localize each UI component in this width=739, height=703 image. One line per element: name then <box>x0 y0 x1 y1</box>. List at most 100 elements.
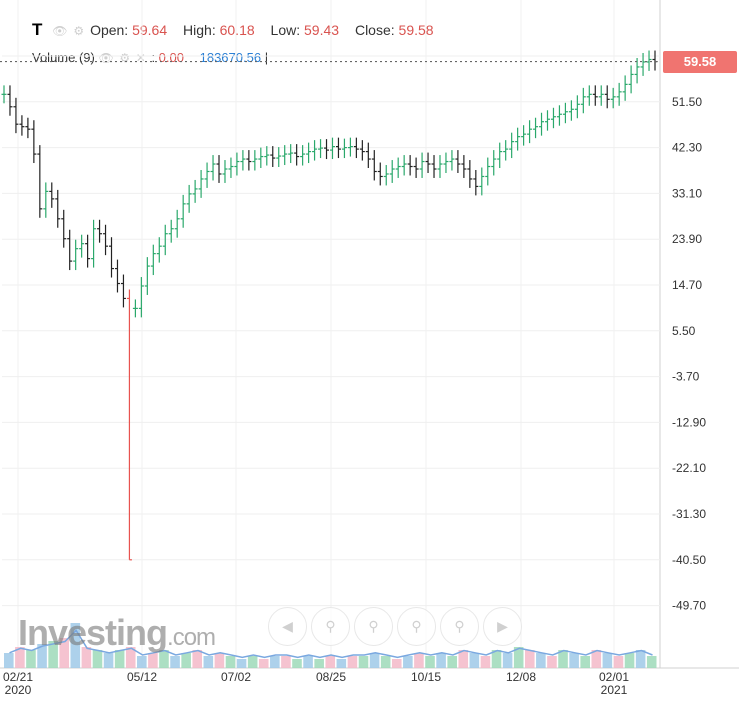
y-tick-label: -49.70 <box>672 599 706 613</box>
volume-bar <box>159 650 169 668</box>
volume-bar <box>436 653 446 668</box>
volume-bar <box>536 653 546 668</box>
close-label: Close: <box>354 22 395 38</box>
volume-bar <box>469 653 480 668</box>
y-tick-label: -31.30 <box>672 507 706 521</box>
volume-bar <box>347 656 358 668</box>
chart-legend: T 👁 ⚙ Open: 59.64 High: 60.18 Low: 59.43… <box>0 0 660 70</box>
x-tick-label: 2021 <box>601 683 628 697</box>
high-value: 60.18 <box>219 22 255 38</box>
scroll-left-button[interactable]: ◀ <box>268 607 307 646</box>
volume-bar <box>646 656 657 668</box>
volume-bar <box>103 653 114 668</box>
x-tick-label: 02/01 <box>599 670 629 684</box>
x-tick-label: 10/15 <box>411 670 441 684</box>
y-tick-label: 42.30 <box>672 141 702 155</box>
volume-bar <box>580 656 590 668</box>
volume-bar <box>292 659 302 668</box>
y-tick-label: 23.90 <box>672 232 702 246</box>
volume-bar <box>59 638 70 668</box>
x-tick-label: 05/12 <box>127 670 157 684</box>
volume-bar <box>314 659 324 668</box>
zoom-reset-button[interactable]: ⚲ <box>311 607 350 646</box>
volume-bar <box>447 656 457 668</box>
volume-label: Volume (9) <box>32 50 95 65</box>
brand-suffix: .com <box>167 624 216 651</box>
volume-bar <box>247 656 258 668</box>
volume-bar <box>258 659 269 668</box>
y-tick-label: -12.90 <box>672 415 706 429</box>
investing-logo: Investing.com <box>18 612 216 654</box>
chart-navigation: ◀ ⚲ ⚲ ⚲ ⚲ ▶ <box>268 607 522 646</box>
y-tick-label: 51.50 <box>672 95 702 109</box>
volume-bar <box>148 653 158 668</box>
volume-bar <box>281 656 291 668</box>
x-tick-label: 07/02 <box>221 670 251 684</box>
volume-bar <box>558 650 568 668</box>
volume-bar <box>414 653 424 668</box>
y-tick-label: 14.70 <box>672 278 702 292</box>
volume-bar <box>303 656 313 668</box>
low-label: Low: <box>270 22 301 38</box>
y-tick-label: 5.50 <box>672 324 696 338</box>
volume-bar <box>369 653 380 668</box>
brand-name: Investing <box>18 612 168 653</box>
volume-bar <box>15 647 25 668</box>
y-tick-label: -3.70 <box>672 370 700 384</box>
volume-bar <box>114 650 125 668</box>
volume-bar <box>458 650 469 668</box>
volume-bar <box>214 653 225 668</box>
volume-bar <box>491 650 502 668</box>
volume-bar <box>137 656 147 668</box>
gear-icon[interactable]: ⚙ <box>119 51 131 65</box>
zoom-in-button[interactable]: ⚲ <box>354 607 393 646</box>
volume-bar <box>203 656 214 668</box>
volume-bar <box>403 656 413 668</box>
x-tick-label: 08/25 <box>316 670 346 684</box>
eye-icon[interactable]: 👁 <box>52 24 68 38</box>
x-tick-label: 02/21 <box>3 670 33 684</box>
zoom-in-alt-button[interactable]: ⚲ <box>440 607 479 646</box>
volume-bar <box>480 656 491 668</box>
gear-icon[interactable]: ⚙ <box>73 24 85 38</box>
volume-bar <box>270 656 280 668</box>
ohlc-legend: T 👁 ⚙ Open: 59.64 High: 60.18 Low: 59.43… <box>32 20 446 40</box>
volume-bar <box>26 650 36 668</box>
y-tick-label: -40.50 <box>672 553 706 567</box>
x-tick-label: 2020 <box>5 683 32 697</box>
volume-bar <box>4 653 14 668</box>
close-value: 59.58 <box>398 22 434 38</box>
volume-bar <box>325 656 336 668</box>
volume-bar <box>425 656 435 668</box>
close-icon[interactable]: ✕ <box>135 51 146 65</box>
volume-bar <box>547 656 557 668</box>
scroll-right-button[interactable]: ▶ <box>483 607 522 646</box>
volume-bar <box>380 656 391 668</box>
volume-bar <box>524 650 535 668</box>
volume-bar <box>81 647 92 668</box>
eye-icon[interactable]: 👁 <box>98 51 114 65</box>
volume-bar <box>602 653 613 668</box>
volume-bar <box>391 659 402 668</box>
low-value: 59.43 <box>304 22 340 38</box>
volume-bar <box>513 647 524 668</box>
y-tick-label: 33.10 <box>672 186 702 200</box>
x-tick-label: 12/08 <box>506 670 536 684</box>
open-value: 59.64 <box>132 22 168 38</box>
volume-bar <box>236 659 247 668</box>
last-price-tag: 59.58 <box>663 50 737 73</box>
y-tick-label: -22.10 <box>672 461 706 475</box>
volume-bar <box>569 653 579 668</box>
volume-bar <box>125 647 136 668</box>
volume-bar <box>181 653 191 668</box>
zoom-out-button[interactable]: ⚲ <box>397 607 436 646</box>
volume-bar <box>37 644 47 668</box>
volume-bar <box>70 623 81 668</box>
volume-bar <box>635 650 646 668</box>
volume-bar <box>613 656 624 668</box>
volume-bar <box>92 650 103 668</box>
high-label: High: <box>183 22 216 38</box>
open-label: Open: <box>90 22 129 38</box>
volume-bar <box>48 641 58 668</box>
